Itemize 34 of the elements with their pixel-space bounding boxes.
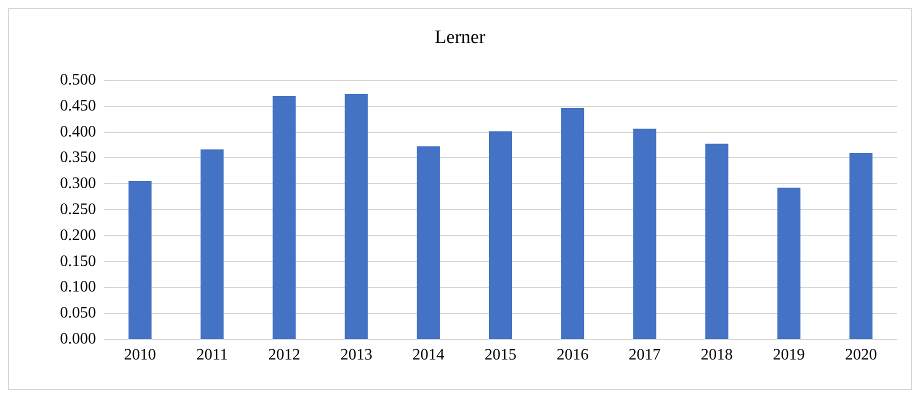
y-tick-label: 0.150 — [60, 252, 96, 270]
y-tick-label: 0.400 — [60, 123, 96, 140]
x-tick-label: 2012 — [268, 346, 300, 364]
bar — [705, 144, 728, 339]
chart-title: Lerner — [434, 27, 486, 48]
x-tick-label: 2015 — [484, 346, 516, 364]
bar — [200, 149, 224, 339]
bar — [488, 131, 512, 339]
x-tick-label: 2011 — [196, 346, 228, 364]
x-tick-label: 2018 — [700, 346, 733, 364]
x-tick-label: 2017 — [628, 346, 661, 364]
bar — [416, 146, 440, 339]
y-tick-label: 0.450 — [60, 97, 96, 114]
y-tick-label: 0.250 — [60, 201, 96, 218]
bar — [272, 96, 296, 339]
bar — [633, 128, 656, 339]
x-tick-label: 2020 — [844, 346, 877, 364]
y-tick-label: 0.500 — [60, 72, 96, 88]
y-tick-label: 0.050 — [60, 304, 96, 322]
y-tick-label: 0.350 — [60, 149, 96, 166]
x-tick-label: 2019 — [772, 346, 805, 364]
y-tick-label: 0.100 — [60, 278, 96, 296]
x-tick-label: 2010 — [124, 346, 156, 364]
bar — [777, 188, 800, 339]
x-tick-label: 2013 — [340, 346, 372, 364]
x-tick-label: 2016 — [556, 346, 589, 364]
y-tick-label: 0.200 — [60, 226, 96, 244]
y-tick-label: 0.000 — [60, 330, 96, 348]
x-tick-label: 2014 — [412, 346, 444, 364]
bar — [849, 153, 872, 339]
bar — [128, 181, 152, 339]
bar — [561, 108, 584, 339]
y-tick-label: 0.300 — [60, 175, 96, 192]
bar — [344, 94, 368, 339]
